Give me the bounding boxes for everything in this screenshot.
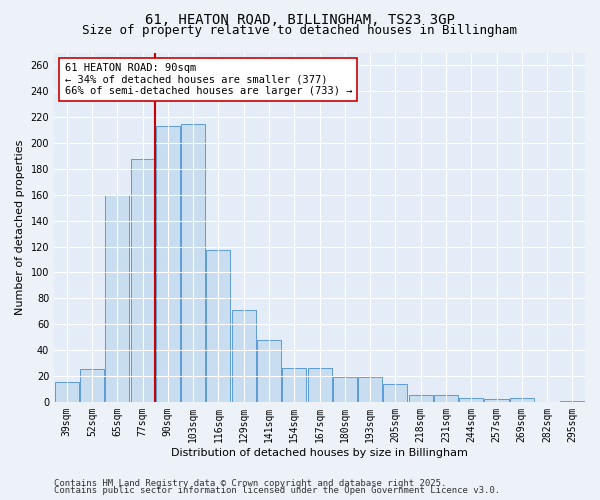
Bar [510, 398, 534, 402]
Bar [308, 368, 332, 402]
Bar [181, 124, 205, 402]
Text: Size of property relative to detached houses in Billingham: Size of property relative to detached ho… [83, 24, 517, 37]
Bar [80, 370, 104, 402]
Bar [459, 398, 483, 402]
Bar [131, 158, 155, 402]
Bar [409, 396, 433, 402]
Bar [434, 396, 458, 402]
Bar [560, 400, 584, 402]
Bar [383, 384, 407, 402]
Bar [105, 195, 129, 402]
Bar [232, 310, 256, 402]
Y-axis label: Number of detached properties: Number of detached properties [15, 140, 25, 315]
Text: 61, HEATON ROAD, BILLINGHAM, TS23 3GP: 61, HEATON ROAD, BILLINGHAM, TS23 3GP [145, 12, 455, 26]
Bar [484, 399, 509, 402]
Bar [282, 368, 306, 402]
X-axis label: Distribution of detached houses by size in Billingham: Distribution of detached houses by size … [171, 448, 468, 458]
Bar [257, 340, 281, 402]
Bar [55, 382, 79, 402]
Text: 61 HEATON ROAD: 90sqm
← 34% of detached houses are smaller (377)
66% of semi-det: 61 HEATON ROAD: 90sqm ← 34% of detached … [65, 63, 352, 96]
Text: Contains HM Land Registry data © Crown copyright and database right 2025.: Contains HM Land Registry data © Crown c… [54, 478, 446, 488]
Bar [333, 378, 357, 402]
Bar [358, 378, 382, 402]
Bar [206, 250, 230, 402]
Bar [156, 126, 180, 402]
Text: Contains public sector information licensed under the Open Government Licence v3: Contains public sector information licen… [54, 486, 500, 495]
